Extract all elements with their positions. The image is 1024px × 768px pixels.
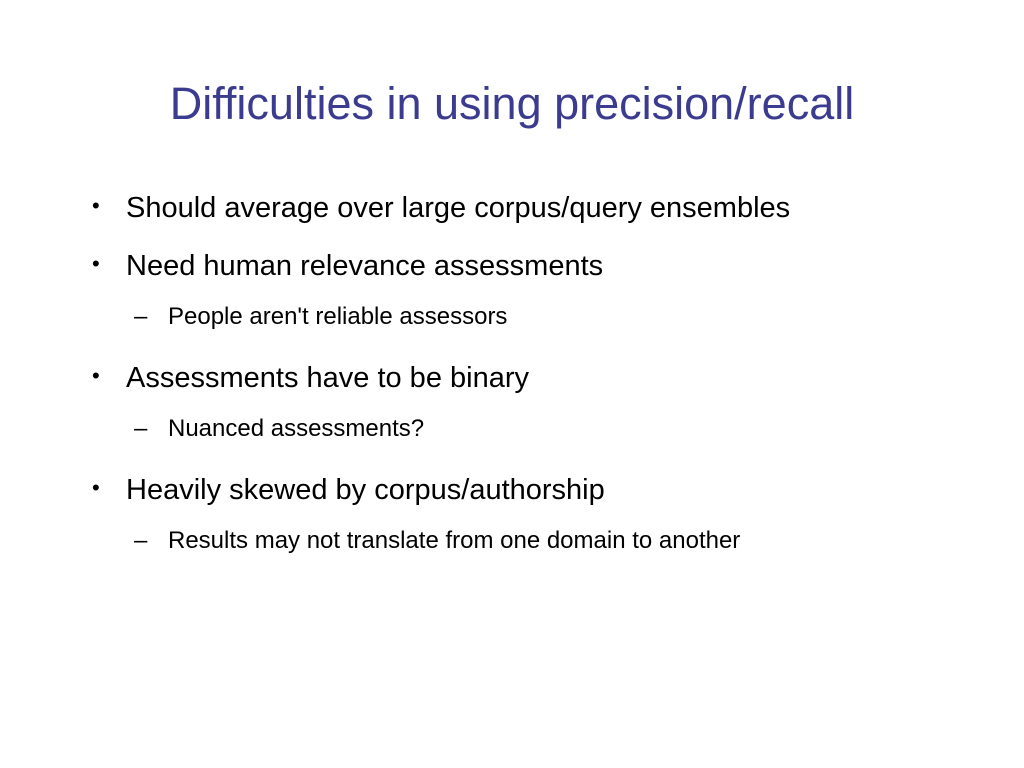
bullet-dash-icon: – bbox=[134, 526, 168, 556]
bullet-item: • Need human relevance assessments bbox=[92, 248, 964, 284]
bullet-text: Heavily skewed by corpus/authorship bbox=[126, 472, 964, 508]
bullet-dot-icon: • bbox=[92, 472, 126, 504]
sub-bullet-item: – Results may not translate from one dom… bbox=[134, 526, 964, 556]
bullet-item: • Heavily skewed by corpus/authorship bbox=[92, 472, 964, 508]
sub-bullet-item: – People aren't reliable assessors bbox=[134, 302, 964, 332]
bullet-item: • Assessments have to be binary bbox=[92, 360, 964, 396]
bullet-item: • Should average over large corpus/query… bbox=[92, 190, 964, 226]
bullet-dash-icon: – bbox=[134, 302, 168, 332]
sub-bullet-item: – Nuanced assessments? bbox=[134, 414, 964, 444]
bullet-dot-icon: • bbox=[92, 190, 126, 222]
bullet-text: Assessments have to be binary bbox=[126, 360, 964, 396]
bullet-dot-icon: • bbox=[92, 248, 126, 280]
slide: Difficulties in using precision/recall •… bbox=[0, 0, 1024, 768]
bullet-dash-icon: – bbox=[134, 414, 168, 444]
bullet-text: Results may not translate from one domai… bbox=[168, 526, 964, 556]
bullet-text: People aren't reliable assessors bbox=[168, 302, 964, 332]
bullet-text: Nuanced assessments? bbox=[168, 414, 964, 444]
bullet-text: Should average over large corpus/query e… bbox=[126, 190, 964, 226]
bullet-dot-icon: • bbox=[92, 360, 126, 392]
bullet-text: Need human relevance assessments bbox=[126, 248, 964, 284]
slide-body: • Should average over large corpus/query… bbox=[92, 190, 964, 584]
slide-title: Difficulties in using precision/recall bbox=[0, 78, 1024, 130]
